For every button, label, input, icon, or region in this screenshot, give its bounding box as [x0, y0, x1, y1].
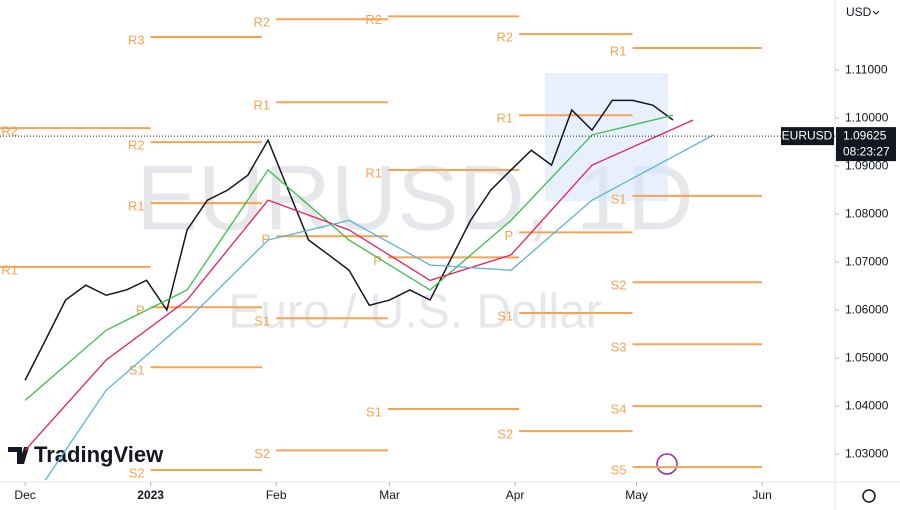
pivot-label: R1 [1, 262, 18, 277]
pivot-label: R2 [254, 15, 271, 30]
x-tick-label: May [625, 488, 648, 502]
moving-average [24, 114, 674, 401]
pivot-label: R1 [128, 199, 145, 214]
pivot-label: S4 [611, 402, 627, 417]
pivot-label: S1 [254, 314, 270, 329]
pivot-label: S2 [497, 427, 513, 442]
y-tick-label: 1.04000 [845, 398, 889, 412]
pivot-label: S3 [611, 340, 627, 355]
logo-icon [8, 447, 29, 464]
pivot-label: P [504, 228, 513, 243]
pivot-label: R1 [254, 98, 271, 113]
y-tick-label: 1.07000 [845, 254, 889, 268]
pivot-label: R1 [497, 111, 514, 126]
x-tick-label: Feb [266, 488, 287, 502]
moving-average [44, 134, 714, 481]
x-tick-label: Dec [14, 488, 35, 502]
pivot-label: P [373, 253, 382, 268]
logo-text: TradingView [34, 442, 164, 467]
y-tick-label: 1.09000 [845, 158, 889, 172]
y-tick-label: 1.10000 [845, 110, 889, 124]
y-tick-label: 1.08000 [845, 206, 889, 220]
last-price-label: 1.09625 [843, 128, 887, 142]
pivot-label: P [136, 303, 145, 318]
y-tick-label: 1.03000 [845, 446, 889, 460]
currency[interactable]: USD [846, 5, 872, 19]
x-tick-label: Mar [379, 488, 400, 502]
symbol-tag-box [781, 127, 834, 146]
moving-average [24, 119, 694, 451]
pivot-label: S5 [611, 463, 627, 478]
pivot-label: S1 [497, 308, 513, 323]
pivot-label: P [262, 232, 271, 247]
pivot-label: S1 [129, 363, 145, 378]
symbol-tag: EURUSD [782, 128, 833, 142]
x-tick-label: 2023 [137, 488, 164, 502]
currency-caret [872, 10, 880, 15]
pivot-label: R2 [497, 30, 514, 45]
pivot-label: R1 [610, 43, 627, 58]
pivot-label: R1 [365, 165, 382, 180]
last-price-box [836, 127, 896, 162]
pivot-label: S1 [366, 404, 382, 419]
alert-icon[interactable] [656, 453, 678, 475]
settings-icon[interactable] [862, 489, 876, 503]
logo: TradingView [8, 442, 164, 467]
pivot-label: R2 [1, 124, 18, 139]
x-tick-label: Apr [506, 488, 525, 502]
pivot-label: R2 [365, 12, 382, 27]
pivot-label: S2 [129, 465, 145, 480]
x-tick-label: Jun [752, 488, 771, 502]
pivot-label: R2 [128, 138, 145, 153]
pivot-label: R3 [128, 32, 145, 47]
price-line [24, 99, 674, 381]
y-tick-label: 1.11000 [845, 62, 888, 76]
pivot-label: S2 [611, 278, 627, 293]
pivot-label: S2 [254, 446, 270, 461]
y-tick-label: 1.05000 [845, 350, 889, 364]
volume-profile-area [545, 73, 668, 201]
pivot-label: S1 [611, 191, 627, 206]
countdown: 08:23:27 [843, 144, 890, 158]
y-tick-label: 1.06000 [845, 302, 889, 316]
